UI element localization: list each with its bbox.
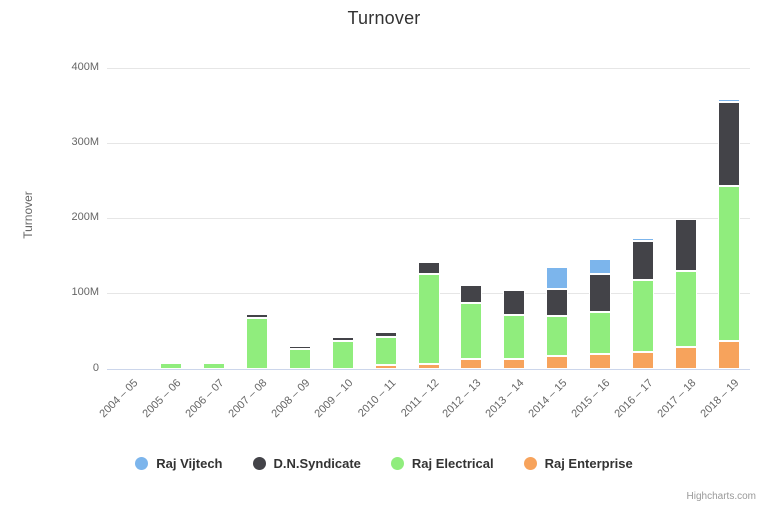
bar-segment[interactable] xyxy=(674,347,697,369)
bar-segment[interactable] xyxy=(374,332,397,337)
bar-segment[interactable] xyxy=(674,218,697,271)
legend-marker-icon xyxy=(135,457,149,470)
bar-column xyxy=(331,337,354,369)
legend-item[interactable]: Raj Vijtech xyxy=(135,456,223,471)
legend-item-label: D.N.Syndicate xyxy=(273,456,361,471)
bar-segment[interactable] xyxy=(717,185,740,342)
bar-segment[interactable] xyxy=(546,356,569,369)
bar-segment[interactable] xyxy=(588,353,611,369)
legend-item[interactable]: Raj Electrical xyxy=(390,456,494,471)
bar-column xyxy=(160,363,183,369)
bar-segment[interactable] xyxy=(588,259,611,275)
gridline xyxy=(107,67,750,69)
bar-column xyxy=(246,314,269,369)
bar-segment[interactable] xyxy=(460,302,483,360)
bar-column xyxy=(417,261,440,369)
bar-column xyxy=(203,363,226,369)
y-tick-label: 100M xyxy=(71,286,99,299)
y-tick-label: 0 xyxy=(92,361,99,374)
bar-segment[interactable] xyxy=(203,363,226,369)
plot-area xyxy=(107,67,750,370)
bar-segment[interactable] xyxy=(331,341,354,369)
legend-item[interactable]: Raj Enterprise xyxy=(523,456,633,471)
bar-column xyxy=(288,345,311,369)
bar-segment[interactable] xyxy=(631,241,654,280)
bar-segment[interactable] xyxy=(717,101,740,186)
bar-column xyxy=(588,259,611,369)
bar-column xyxy=(503,290,526,369)
y-tick-label: 400M xyxy=(71,61,99,73)
bar-column xyxy=(717,98,740,369)
bar-segment[interactable] xyxy=(460,359,483,369)
bar-segment[interactable] xyxy=(588,311,611,354)
bar-segment[interactable] xyxy=(417,273,440,364)
legend-item-label: Raj Enterprise xyxy=(544,456,633,471)
bar-column xyxy=(674,218,697,369)
bar-segment[interactable] xyxy=(717,341,740,369)
bar-column xyxy=(460,284,483,369)
bar-segment[interactable] xyxy=(546,288,569,317)
credits-link[interactable]: Highcharts.com xyxy=(686,491,756,502)
y-tick-label: 300M xyxy=(71,136,99,149)
x-axis-line xyxy=(107,369,750,370)
legend-item-label: Raj Electrical xyxy=(411,456,494,471)
bar-segment[interactable] xyxy=(331,337,354,342)
bar-segment[interactable] xyxy=(717,98,740,102)
bar-segment[interactable] xyxy=(374,365,397,369)
bar-segment[interactable] xyxy=(674,270,697,348)
bar-segment[interactable] xyxy=(631,279,654,353)
bar-segment[interactable] xyxy=(631,352,654,369)
y-axis-labels: 0 100M 200M 300M 400M xyxy=(0,0,99,512)
x-tick-label: 2004 – 05 xyxy=(97,377,141,421)
bar-segment[interactable] xyxy=(288,345,311,350)
legend-marker-icon xyxy=(523,457,537,470)
bar-column xyxy=(631,238,654,369)
legend-marker-icon xyxy=(390,457,404,470)
bar-segment[interactable] xyxy=(546,266,569,289)
y-tick-label: 200M xyxy=(71,211,99,224)
bar-segment[interactable] xyxy=(503,290,526,315)
bar-segment[interactable] xyxy=(503,314,526,360)
bar-segment[interactable] xyxy=(374,336,397,366)
bar-column xyxy=(374,332,397,369)
bar-segment[interactable] xyxy=(246,317,269,369)
legend-item-label: Raj Vijtech xyxy=(156,456,223,471)
bar-segment[interactable] xyxy=(631,238,654,242)
legend-marker-icon xyxy=(252,457,266,470)
bar-segment[interactable] xyxy=(503,359,526,369)
bar-segment[interactable] xyxy=(417,363,440,369)
bar-segment[interactable] xyxy=(288,349,311,369)
gridline xyxy=(107,142,750,144)
chart-title: Turnover xyxy=(347,8,421,28)
bar-segment[interactable] xyxy=(160,363,183,369)
bar-segment[interactable] xyxy=(460,284,483,303)
bar-column xyxy=(546,266,569,369)
bar-segment[interactable] xyxy=(588,274,611,312)
legend-item[interactable]: D.N.Syndicate xyxy=(252,456,361,471)
bar-segment[interactable] xyxy=(417,261,440,274)
bar-segment[interactable] xyxy=(246,314,269,318)
gridline xyxy=(107,217,750,219)
legend: Raj Vijtech D.N.Syndicate Raj Electrical Ra… xyxy=(0,456,768,471)
bar-segment[interactable] xyxy=(546,316,569,357)
